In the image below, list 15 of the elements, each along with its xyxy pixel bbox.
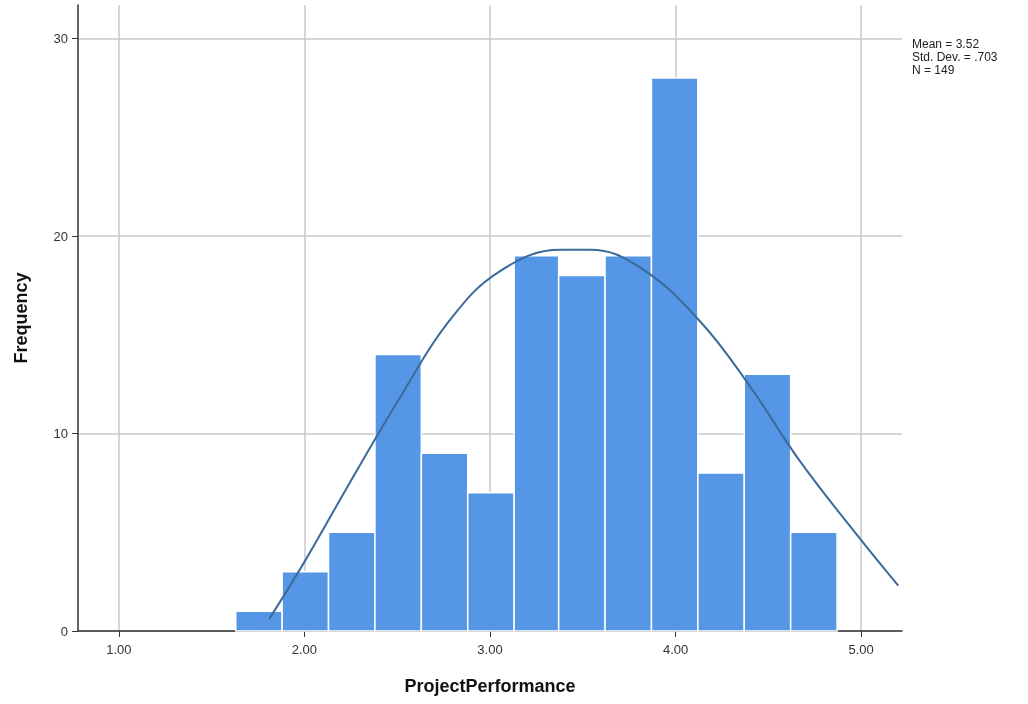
- x-tick-label: 4.00: [662, 642, 689, 657]
- y-axis-title: Frequency: [11, 272, 31, 364]
- y-tick-label: 20: [53, 228, 68, 244]
- text: N = 149: [912, 63, 955, 77]
- x-tick-label: 2.00: [291, 642, 318, 657]
- x-tick-label: 1.00: [106, 642, 132, 657]
- y-tick-label: 30: [53, 31, 68, 47]
- text: Mean = 3.52: [912, 37, 980, 51]
- line-series: [268, 248, 900, 621]
- y-tick-label: 10: [53, 426, 68, 442]
- x-tick-label: 3.00: [477, 642, 503, 657]
- y-tick-label: 0: [60, 623, 68, 639]
- x-axis-title: ProjectPerformance: [404, 676, 576, 696]
- text: Std. Dev. = .703: [912, 50, 998, 64]
- x-tick-label: 5.00: [848, 642, 874, 657]
